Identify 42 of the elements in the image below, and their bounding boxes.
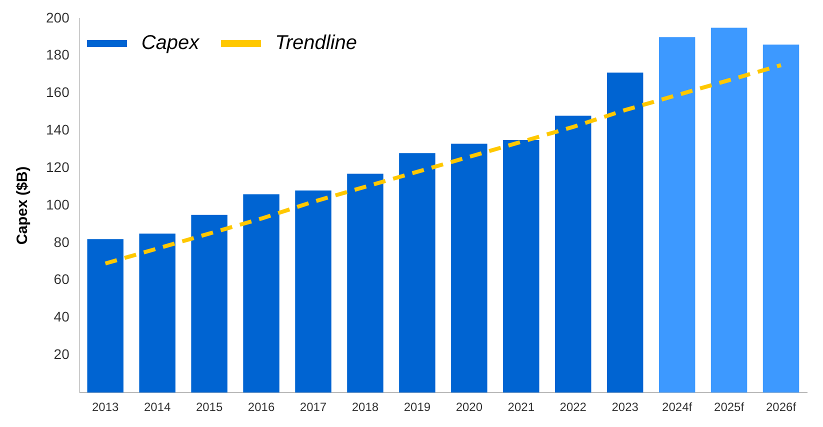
x-tick-label: 2024f [662,400,693,414]
bar [87,239,124,393]
x-tick-label: 2013 [92,400,120,414]
x-tick-label: 2014 [144,400,171,414]
y-tick-label: 140 [46,122,70,138]
bar [606,72,644,393]
bar [710,28,748,393]
y-axis-title: Capex ($B) [14,166,32,245]
x-tick-label: 2021 [508,400,535,414]
bar [762,44,800,393]
y-tick-label: 20 [54,346,70,362]
line-series [103,63,784,266]
bar [139,234,176,393]
x-tick-label: 2019 [404,400,431,414]
x-tick-label: 2020 [456,400,483,414]
bar [399,153,436,393]
y-tick-label: 160 [46,84,70,100]
bar [555,116,592,393]
x-tick-label: 2026f [766,400,797,414]
y-tick-label: 40 [54,308,70,325]
y-tick-label: 180 [46,46,70,63]
x-tick-label: 2015 [196,400,223,414]
legend-label: Capex [141,32,200,56]
x-tick-label: 2023 [612,400,639,414]
legend-label: Trendline [275,32,358,56]
x-tick-label: 2017 [300,400,327,414]
bar [347,174,384,393]
y-tick-label: 200 [46,9,70,26]
bar [451,144,488,393]
bar [503,140,540,393]
y-tick-label: 80 [54,234,70,250]
x-tick-label: 2016 [248,400,275,414]
y-tick-label: 100 [46,196,70,212]
bar [295,190,332,393]
y-tick-label: 60 [54,271,70,288]
bar [658,37,696,393]
x-tick-label: 2018 [352,400,379,414]
y-tick-label: 120 [46,158,70,175]
bar [243,194,280,393]
bar [191,214,228,393]
x-tick-label: 2025f [714,400,745,414]
x-tick-label: 2022 [560,400,587,414]
